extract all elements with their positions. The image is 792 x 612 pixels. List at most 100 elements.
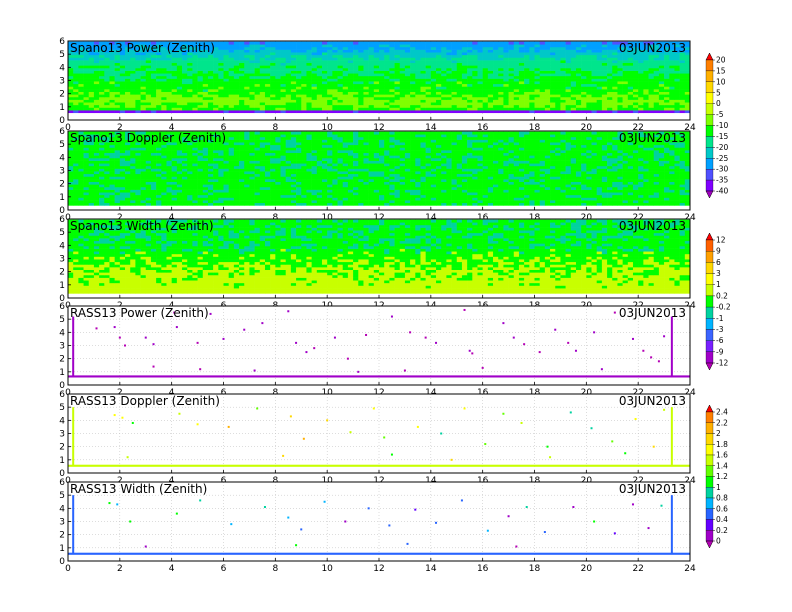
heatmap-cell bbox=[399, 194, 406, 198]
heatmap-cell bbox=[472, 173, 478, 177]
heatmap-cell bbox=[627, 184, 634, 188]
heatmap-cell bbox=[342, 70, 349, 74]
heatmap-cell bbox=[270, 168, 276, 172]
heatmap-cell bbox=[487, 41, 494, 45]
heatmap-cell bbox=[337, 184, 344, 188]
heatmap-cell bbox=[627, 78, 634, 82]
heatmap-cell bbox=[73, 67, 79, 71]
heatmap-cell bbox=[627, 81, 634, 85]
heatmap-cell bbox=[197, 70, 204, 74]
heatmap-cell bbox=[187, 173, 193, 177]
heatmap-cell bbox=[166, 186, 172, 190]
heatmap-cell bbox=[591, 67, 597, 71]
heatmap-cell bbox=[565, 192, 572, 196]
heatmap-cell bbox=[544, 75, 551, 79]
heatmap-cell bbox=[379, 60, 385, 64]
heatmap-cell bbox=[441, 49, 447, 53]
heatmap-cell bbox=[161, 73, 167, 77]
heatmap-cell bbox=[125, 73, 131, 77]
heatmap-cell bbox=[539, 78, 546, 82]
heatmap-cell bbox=[249, 83, 255, 87]
heatmap-cell bbox=[498, 192, 504, 196]
heatmap-cell bbox=[441, 171, 447, 175]
heatmap-cell bbox=[379, 78, 385, 82]
heatmap-cell bbox=[389, 181, 395, 185]
heatmap-cell bbox=[565, 44, 572, 48]
heatmap-cell bbox=[264, 197, 271, 201]
heatmap-cell bbox=[493, 200, 499, 204]
heatmap-cell bbox=[622, 184, 629, 188]
heatmap-cell bbox=[524, 107, 530, 111]
heatmap-cell bbox=[296, 83, 302, 87]
heatmap-cell bbox=[487, 89, 494, 92]
heatmap-cell bbox=[664, 192, 670, 196]
heatmap-cell bbox=[296, 194, 302, 198]
heatmap-cell bbox=[653, 73, 660, 77]
heatmap-cell bbox=[114, 86, 121, 90]
heatmap-cell bbox=[441, 202, 447, 206]
heatmap-cell bbox=[99, 41, 105, 45]
heatmap-cell bbox=[368, 60, 375, 64]
heatmap-cell bbox=[347, 104, 354, 108]
heatmap-cell bbox=[524, 81, 530, 85]
heatmap-cell bbox=[223, 46, 229, 50]
heatmap-cell bbox=[88, 81, 95, 85]
heatmap-cell bbox=[472, 104, 478, 108]
heatmap-cell bbox=[104, 99, 110, 103]
heatmap-cell bbox=[109, 173, 115, 177]
heatmap-cell bbox=[140, 81, 147, 85]
heatmap-cell bbox=[311, 186, 318, 190]
heatmap-cell bbox=[104, 49, 110, 53]
heatmap-cell bbox=[632, 49, 639, 53]
heatmap-cell bbox=[601, 104, 608, 108]
heatmap-cell bbox=[368, 54, 375, 58]
heatmap-cell bbox=[306, 176, 312, 180]
heatmap-cell bbox=[591, 200, 597, 204]
heatmap-cell bbox=[125, 202, 131, 206]
heatmap-cell bbox=[643, 94, 649, 98]
heatmap-cell bbox=[125, 94, 131, 98]
heatmap-cell bbox=[555, 67, 561, 71]
heatmap-cell bbox=[239, 179, 245, 182]
heatmap-cell bbox=[379, 197, 385, 201]
heatmap-cell bbox=[503, 49, 509, 53]
heatmap-cell bbox=[472, 200, 478, 204]
heatmap-cell bbox=[565, 176, 572, 180]
heatmap-cell bbox=[114, 57, 121, 61]
heatmap-cell bbox=[524, 52, 530, 56]
heatmap-cell bbox=[607, 65, 613, 69]
heatmap-cell bbox=[498, 200, 504, 204]
heatmap-cell bbox=[145, 96, 152, 100]
heatmap-cell bbox=[353, 62, 359, 66]
heatmap-cell bbox=[290, 110, 297, 114]
heatmap-cell bbox=[404, 81, 411, 85]
heatmap-cell bbox=[404, 99, 411, 103]
heatmap-cell bbox=[119, 171, 126, 175]
heatmap-cell bbox=[415, 184, 421, 188]
heatmap-cell bbox=[368, 181, 375, 185]
heatmap-cell bbox=[93, 173, 100, 177]
heatmap-cell bbox=[508, 91, 515, 95]
heatmap-cell bbox=[570, 200, 577, 204]
heatmap-cell bbox=[93, 202, 100, 206]
heatmap-cell bbox=[664, 73, 670, 77]
heatmap-cell bbox=[337, 168, 344, 172]
heatmap-cell bbox=[327, 70, 333, 74]
heatmap-cell bbox=[503, 81, 509, 85]
heatmap-cell bbox=[150, 46, 157, 50]
heatmap-cell bbox=[565, 186, 572, 190]
heatmap-cell bbox=[182, 181, 188, 185]
heatmap-cell bbox=[503, 99, 509, 103]
heatmap-cell bbox=[187, 49, 193, 53]
heatmap-cell bbox=[384, 102, 390, 106]
heatmap-cell bbox=[570, 49, 577, 53]
heatmap-cell bbox=[368, 44, 375, 48]
heatmap-cell bbox=[456, 189, 463, 193]
heatmap-cell bbox=[518, 96, 525, 100]
heatmap-cell bbox=[415, 96, 421, 100]
heatmap-cell bbox=[643, 184, 649, 188]
heatmap-cell bbox=[306, 184, 312, 188]
heatmap-cell bbox=[368, 57, 375, 61]
heatmap-cell bbox=[285, 91, 292, 95]
heatmap-cell bbox=[130, 54, 136, 58]
